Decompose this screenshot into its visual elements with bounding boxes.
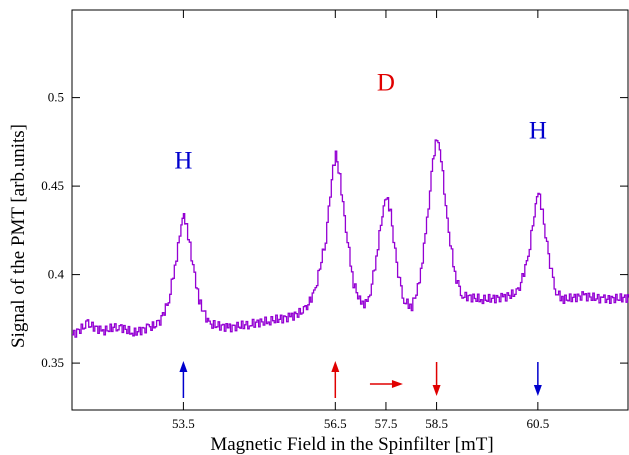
x-axis-label: Magnetic Field in the Spinfilter [mT] xyxy=(210,434,493,455)
arrow-head-4 xyxy=(533,385,542,396)
x-tick-label-2: 57.5 xyxy=(375,416,398,431)
x-tick-label-4: 60.5 xyxy=(526,416,549,431)
y-tick-label-0: 0.35 xyxy=(41,355,64,370)
arrow-up-1 xyxy=(331,361,340,398)
y-tick-label-2: 0.45 xyxy=(41,178,64,193)
peak-label-2: H xyxy=(529,117,547,144)
arrow-right-2 xyxy=(369,380,403,388)
arrow-head-2 xyxy=(391,380,403,388)
arrow-head-0 xyxy=(179,361,188,372)
chart-annotations: H D H xyxy=(174,70,547,398)
x-tick-label-1: 56.5 xyxy=(324,416,347,431)
arrow-head-3 xyxy=(432,385,441,396)
y-axis-label: Signal of the PMT [arb.units] xyxy=(8,124,29,348)
y-tick-label-1: 0.4 xyxy=(48,267,65,282)
arrow-up-0 xyxy=(179,361,188,398)
series-line-0 xyxy=(72,139,629,338)
plot-frame xyxy=(71,9,629,411)
peak-label-0: H xyxy=(174,147,192,174)
x-tick-label-3: 58.5 xyxy=(425,416,448,431)
y-tick-label-3: 0.5 xyxy=(48,90,64,105)
arrow-down-4 xyxy=(533,362,542,396)
arrow-down-3 xyxy=(432,362,441,396)
chart-axes xyxy=(71,9,629,411)
x-tick-label-0: 53.5 xyxy=(172,416,195,431)
chart-series xyxy=(72,139,629,338)
peak-label-1: D xyxy=(377,70,395,97)
chart-ticks: 0.35 0.4 0.45 0.5 53.5 56.5 57.5 58.5 60.5 xyxy=(41,10,628,431)
arrow-head-1 xyxy=(331,361,340,372)
